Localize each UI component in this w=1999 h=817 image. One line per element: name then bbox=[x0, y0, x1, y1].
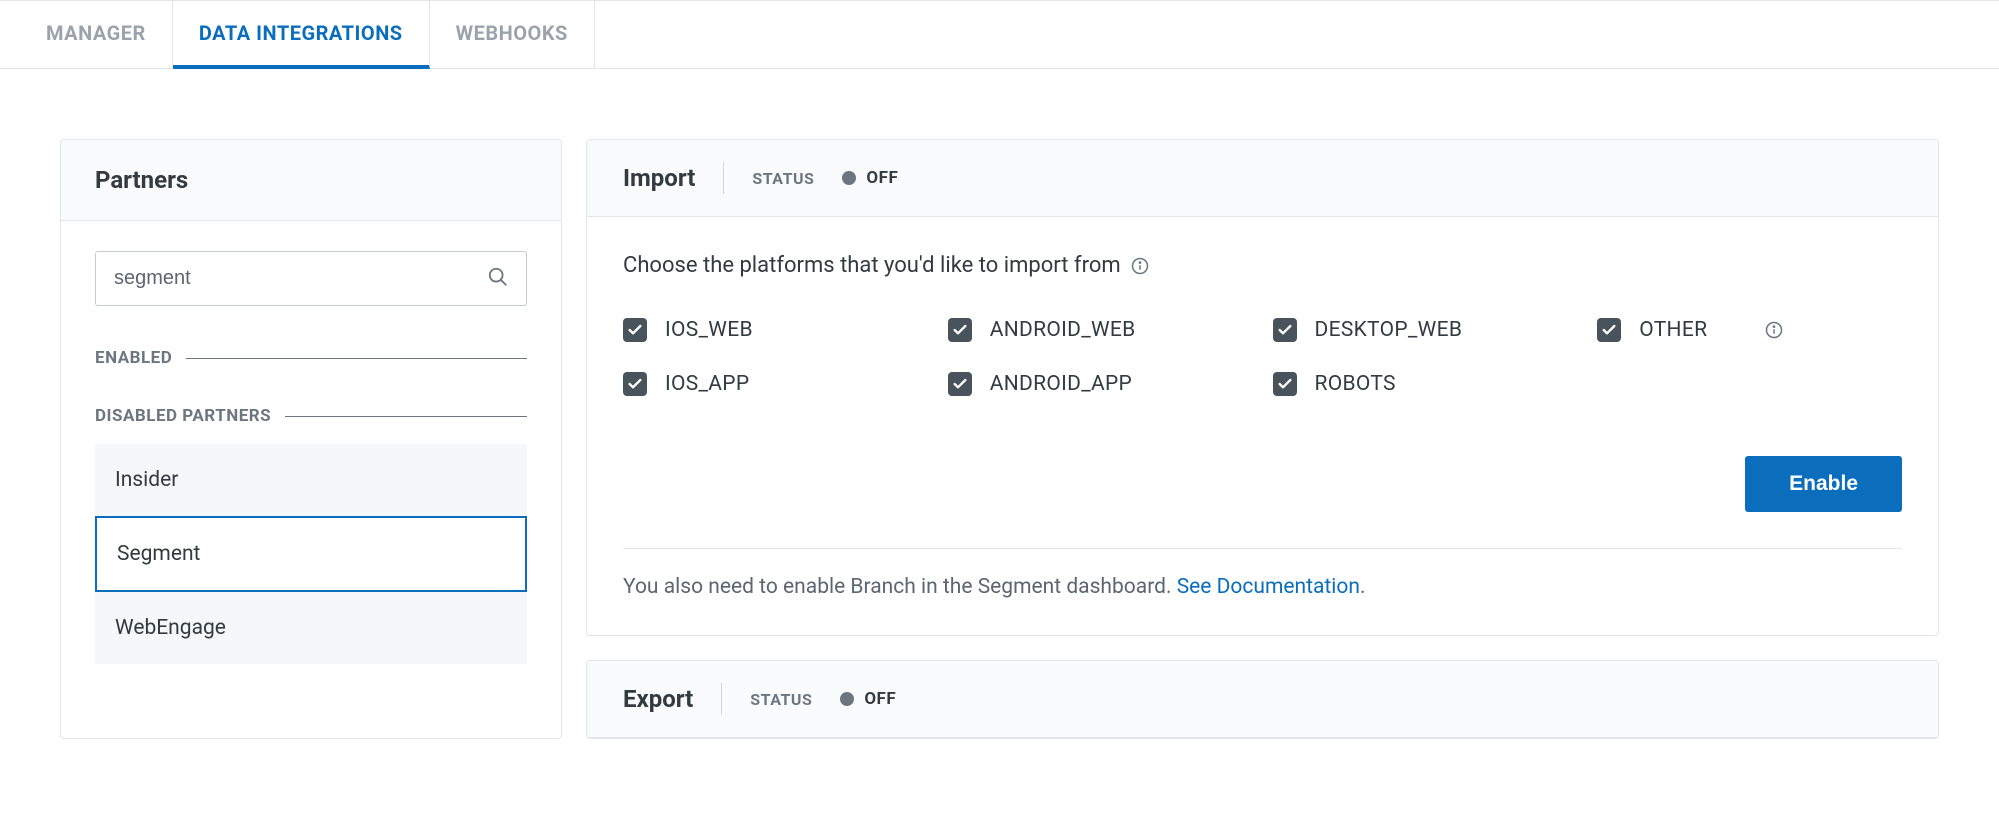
tab-webhooks[interactable]: WEBHOOKS bbox=[430, 1, 595, 68]
divider-line bbox=[623, 548, 1902, 549]
enable-button[interactable]: Enable bbox=[1745, 456, 1902, 512]
disabled-section: DISABLED PARTNERS bbox=[95, 406, 527, 426]
import-title: Import bbox=[623, 164, 695, 192]
search-icon bbox=[487, 266, 509, 292]
platform-label: IOS_WEB bbox=[665, 318, 753, 342]
info-icon[interactable] bbox=[1131, 257, 1149, 275]
search-wrap bbox=[95, 251, 527, 306]
divider-vertical bbox=[723, 162, 724, 194]
partner-item-segment[interactable]: Segment bbox=[95, 516, 527, 592]
platform-label: ANDROID_WEB bbox=[990, 318, 1136, 342]
platform-label: ANDROID_APP bbox=[990, 372, 1132, 396]
export-title: Export bbox=[623, 685, 693, 713]
platform-label: OTHER bbox=[1639, 318, 1707, 342]
checkbox-ios_web[interactable] bbox=[623, 318, 647, 342]
import-card-body: Choose the platforms that you'd like to … bbox=[587, 217, 1938, 635]
partner-item-webengage[interactable]: WebEngage bbox=[95, 592, 527, 664]
platform-robots: ROBOTS bbox=[1273, 372, 1578, 396]
divider-vertical bbox=[721, 683, 722, 715]
platform-label: ROBOTS bbox=[1315, 372, 1396, 396]
enabled-section: ENABLED bbox=[95, 348, 527, 368]
partners-title: Partners bbox=[61, 140, 561, 221]
platform-label: IOS_APP bbox=[665, 372, 749, 396]
status-value: OFF bbox=[866, 168, 898, 188]
tabs-bar: MANAGERDATA INTEGRATIONSWEBHOOKS bbox=[0, 0, 1999, 69]
import-helper: You also need to enable Branch in the Se… bbox=[623, 575, 1902, 599]
info-icon[interactable] bbox=[1765, 321, 1783, 339]
status-label: STATUS bbox=[750, 690, 812, 709]
partners-body: ENABLED DISABLED PARTNERS InsiderSegment… bbox=[61, 221, 561, 694]
import-prompt: Choose the platforms that you'd like to … bbox=[623, 253, 1902, 278]
checkbox-other[interactable] bbox=[1597, 318, 1621, 342]
export-card-header: Export STATUS OFF bbox=[587, 661, 1938, 738]
enabled-label: ENABLED bbox=[95, 348, 172, 368]
see-documentation-link[interactable]: See Documentation bbox=[1177, 575, 1360, 599]
import-prompt-text: Choose the platforms that you'd like to … bbox=[623, 253, 1121, 278]
import-card: Import STATUS OFF Choose the platforms t… bbox=[586, 139, 1939, 636]
platform-android_web: ANDROID_WEB bbox=[948, 318, 1253, 342]
partner-list: InsiderSegmentWebEngage bbox=[95, 444, 527, 664]
checkbox-desktop_web[interactable] bbox=[1273, 318, 1297, 342]
divider-line bbox=[186, 358, 527, 359]
partners-sidebar: Partners ENABLED DISABLED PARTNERS bbox=[60, 139, 562, 739]
status-value: OFF bbox=[864, 689, 896, 709]
helper-pre: You also need to enable Branch in the Se… bbox=[623, 575, 1177, 599]
platform-ios_web: IOS_WEB bbox=[623, 318, 928, 342]
status-pill: OFF bbox=[842, 168, 898, 188]
platform-other: OTHER bbox=[1597, 318, 1902, 342]
disabled-label: DISABLED PARTNERS bbox=[95, 406, 271, 426]
checkbox-robots[interactable] bbox=[1273, 372, 1297, 396]
partner-search-input[interactable] bbox=[95, 251, 527, 306]
status-pill: OFF bbox=[840, 689, 896, 709]
status-dot-icon bbox=[842, 171, 856, 185]
import-card-header: Import STATUS OFF bbox=[587, 140, 1938, 217]
platform-grid: IOS_WEB ANDROID_WEB DESKTOP_WEB OTHER IOS_AP… bbox=[623, 318, 1902, 396]
actions-row: Enable bbox=[623, 456, 1902, 512]
divider-line bbox=[285, 416, 527, 417]
tab-data-integrations[interactable]: DATA INTEGRATIONS bbox=[173, 1, 430, 69]
partner-item-insider[interactable]: Insider bbox=[95, 444, 527, 516]
tab-manager[interactable]: MANAGER bbox=[20, 1, 173, 68]
platform-label: DESKTOP_WEB bbox=[1315, 318, 1463, 342]
checkbox-android_app[interactable] bbox=[948, 372, 972, 396]
status-label: STATUS bbox=[752, 169, 814, 188]
platform-android_app: ANDROID_APP bbox=[948, 372, 1253, 396]
platform-desktop_web: DESKTOP_WEB bbox=[1273, 318, 1578, 342]
checkbox-android_web[interactable] bbox=[948, 318, 972, 342]
export-card: Export STATUS OFF bbox=[586, 660, 1939, 739]
main-column: Import STATUS OFF Choose the platforms t… bbox=[586, 139, 1939, 739]
platform-ios_app: IOS_APP bbox=[623, 372, 928, 396]
checkbox-ios_app[interactable] bbox=[623, 372, 647, 396]
helper-post: . bbox=[1360, 575, 1366, 599]
status-dot-icon bbox=[840, 692, 854, 706]
content: Partners ENABLED DISABLED PARTNERS bbox=[0, 69, 1999, 739]
